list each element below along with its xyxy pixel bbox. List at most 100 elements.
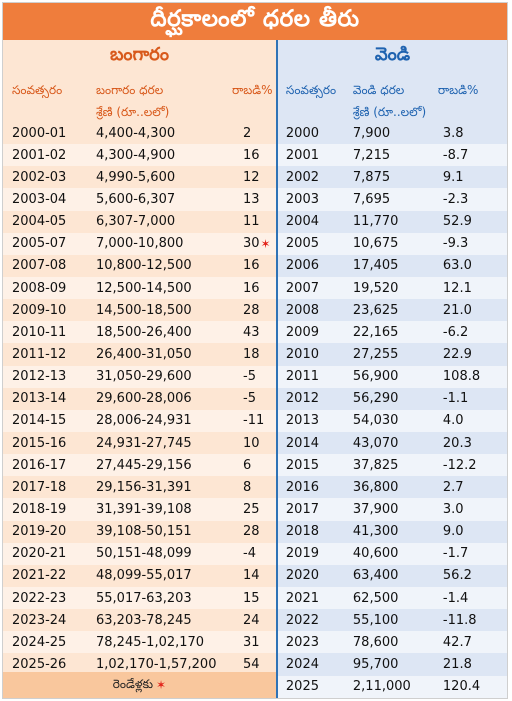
price-cell-text: 12,500-14,500 — [96, 280, 192, 296]
table-row: 2010 27,255 22.9 — [278, 343, 507, 365]
year-cell: 2022-23 — [12, 587, 66, 609]
return-cell: -11.8 — [443, 609, 477, 631]
return-cell-text: 21.8 — [442, 656, 472, 672]
year-cell: 2008-09 — [12, 277, 66, 299]
price-cell: 10,675 — [353, 233, 399, 255]
year-cell: 2005 — [286, 233, 319, 255]
year-cell-text: 2022-23 — [12, 590, 67, 606]
return-cell-text: 3.8 — [442, 125, 464, 141]
silver-price-header-line2: శ్రేణి (రూ..లలో) — [352, 105, 427, 119]
price-cell: 27,445-29,156 — [96, 454, 192, 476]
table-row: 2011 56,900 108.8 — [277, 365, 507, 388]
price-cell-text: 1,02,170-1,57,200 — [96, 656, 217, 672]
table-row: 2020 63,400 56.2 — [278, 565, 507, 587]
table-row: 2005-07 7,000-10,800 30 ✶ — [3, 232, 276, 255]
year-cell-text: 2021-22 — [12, 568, 67, 584]
silver-column-headers: సంవత్సరం వెండి ధరల శ్రేణి (రూ..లలో) రాబడ… — [278, 73, 507, 122]
price-cell-text: 27,445-29,156 — [96, 457, 192, 473]
return-cell: 21.0 — [443, 299, 472, 321]
price-cell-text: 18,500-26,400 — [96, 324, 192, 340]
year-cell-text: 2000-01 — [12, 125, 67, 141]
price-cell-text: 4,400-4,300 — [96, 125, 176, 141]
silver-return-header: రాబడి% — [437, 83, 479, 97]
year-cell: 2021 — [286, 587, 319, 609]
price-cell: 22,165 — [353, 321, 399, 343]
year-cell-text: 2003-04 — [12, 191, 67, 207]
return-cell: -8.7 — [443, 144, 468, 166]
price-cell: 39,108-50,151 — [96, 521, 192, 543]
year-cell-text: 2015-16 — [12, 435, 67, 451]
return-cell: 10 — [243, 432, 260, 454]
year-cell: 2001-02 — [12, 144, 66, 166]
year-cell-text: 2004-05 — [12, 214, 67, 230]
year-cell: 2019 — [286, 543, 319, 565]
return-cell-text: 9.1 — [442, 169, 464, 185]
price-cell-text: 10,675 — [352, 236, 399, 252]
price-cell-text: 4,990-5,600 — [96, 169, 176, 185]
silver-price-header-line1: వెండి ధరల — [352, 83, 405, 97]
price-cell: 55,017-63,203 — [96, 587, 192, 609]
return-cell-text: 15 — [243, 590, 260, 606]
price-cell: 7,875 — [353, 166, 390, 188]
gold-panel: బంగారం సంవత్సరం బంగారం ధరల శ్రేణి (రూ..ల… — [3, 40, 278, 698]
year-cell: 2003 — [286, 188, 319, 210]
return-cell-text: 56.2 — [442, 568, 472, 584]
return-cell-text: 28 — [243, 302, 260, 318]
table-row: 2016-17 27,445-29,156 6 — [3, 454, 276, 477]
price-cell-text: 19,520 — [352, 280, 399, 296]
price-cell-text: 7,695 — [352, 191, 391, 207]
table-row: 2019-20 39,108-50,151 28 — [3, 521, 276, 543]
table-row: 2022-23 55,017-63,203 15 — [3, 586, 276, 610]
table-row: 2006 17,405 63.0 — [278, 255, 507, 277]
year-cell-text: 2016 — [285, 479, 319, 495]
price-cell-text: 11,770 — [352, 214, 399, 230]
table-row: 2000 7,900 3.8 — [278, 122, 507, 144]
year-cell: 2000 — [286, 122, 319, 144]
price-cell-text: 41,300 — [352, 524, 399, 540]
price-cell-text: 29,600-28,006 — [96, 391, 192, 407]
price-cell-text: 40,600 — [352, 546, 399, 562]
return-cell-text: 24 — [243, 612, 260, 628]
price-cell-text: 63,400 — [352, 568, 399, 584]
table-row: 2013 54,030 4.0 — [277, 409, 507, 432]
return-cell: 28 — [243, 299, 260, 321]
price-cell: 19,520 — [353, 277, 399, 299]
silver-panel: వెండి సంవత్సరం వెండి ధరల శ్రేణి (రూ..లలో… — [277, 40, 507, 698]
return-cell: 4.0 — [443, 410, 464, 432]
table-row: 2008-09 12,500-14,500 16 — [3, 276, 276, 300]
price-cell-text: 95,700 — [352, 656, 399, 672]
return-cell: 120.4 — [443, 676, 480, 698]
price-cell-text: 55,017-63,203 — [96, 590, 192, 606]
table-row: 2005 10,675 -9.3 — [277, 232, 507, 255]
return-cell-text: -6.2 — [442, 324, 469, 340]
gold-column-headers: సంవత్సరం బంగారం ధరల శ్రేణి (రూ..లలో) రాబ… — [3, 73, 276, 122]
return-cell-text: 6 — [243, 457, 252, 473]
return-cell: 11 — [243, 211, 260, 233]
table-row: 2004 11,770 52.9 — [278, 211, 507, 233]
return-cell: 108.8 — [443, 366, 480, 388]
year-cell-text: 2002 — [285, 169, 319, 185]
return-cell: 8 — [243, 476, 251, 498]
return-cell: -1.7 — [443, 543, 468, 565]
year-cell-text: 2008 — [285, 302, 319, 318]
return-cell: 21.8 — [443, 653, 472, 675]
table-row: 2019 40,600 -1.7 — [277, 542, 507, 565]
table-row: 2007-08 10,800-12,500 16 — [3, 255, 276, 277]
price-cell: 27,255 — [353, 343, 399, 365]
price-cell: 56,290 — [353, 388, 399, 410]
table-row: 2002-03 4,990-5,600 12 — [3, 166, 276, 188]
price-cell: 12,500-14,500 — [96, 277, 192, 299]
silver-heading: వెండి — [374, 44, 411, 65]
price-cell-text: 55,100 — [352, 612, 399, 628]
price-cell-text: 14,500-18,500 — [96, 302, 192, 318]
return-cell: 54 — [243, 653, 260, 675]
return-cell-text: 9.0 — [442, 524, 464, 540]
return-cell: 20.3 — [443, 432, 472, 454]
return-cell: -5 — [243, 388, 256, 410]
price-cell-text: 4,300-4,900 — [96, 147, 176, 163]
year-cell: 2001 — [286, 144, 319, 166]
year-cell-text: 2023 — [285, 634, 319, 650]
price-cell: 78,245-1,02,170 — [96, 631, 204, 653]
price-cell: 43,070 — [353, 432, 399, 454]
year-cell-text: 2005 — [285, 236, 319, 252]
